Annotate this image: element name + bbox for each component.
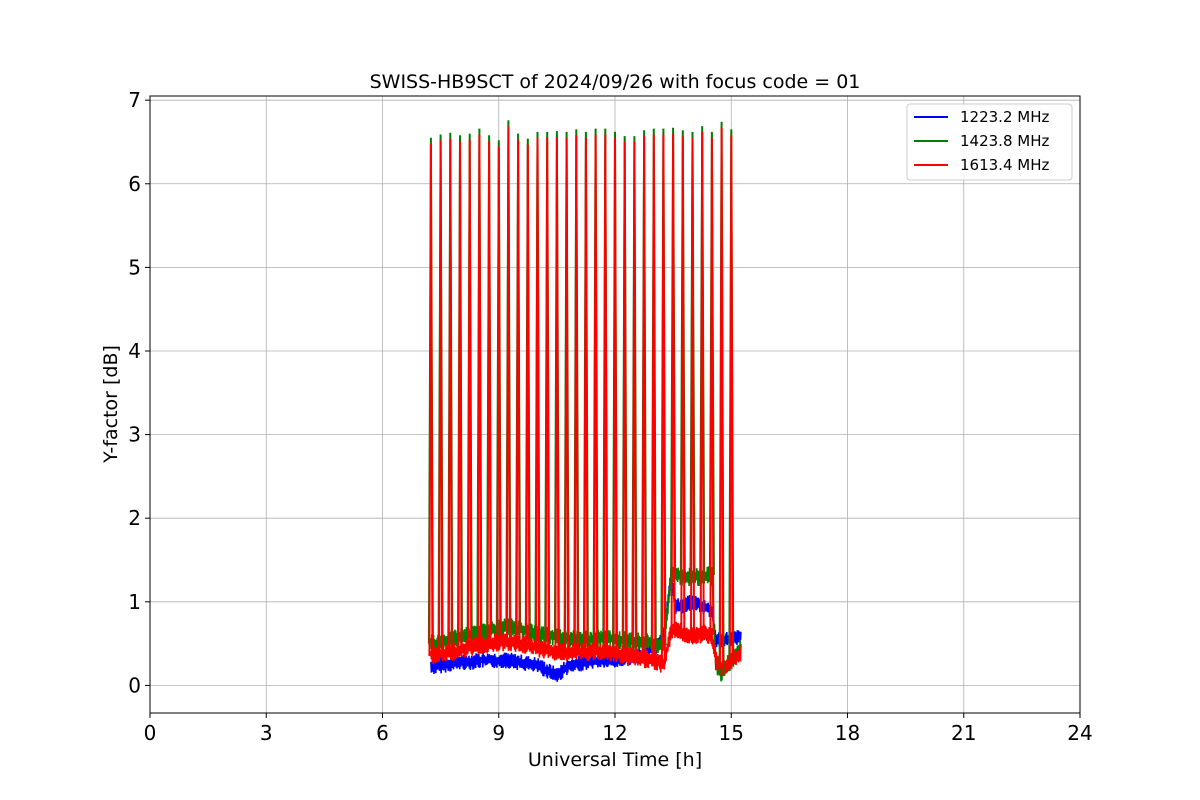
x-tick-label: 0 xyxy=(144,721,157,745)
legend-label: 1423.8 MHz xyxy=(960,132,1049,150)
y-tick-label: 2 xyxy=(128,506,141,530)
spike-red xyxy=(525,144,531,646)
spike-red xyxy=(535,137,540,648)
y-axis-label: Y-factor [dB] xyxy=(100,345,122,464)
x-tick-label: 18 xyxy=(835,721,860,745)
series-layer xyxy=(430,566,742,682)
legend-label: 1613.4 MHz xyxy=(960,156,1049,174)
spike-red xyxy=(602,134,608,653)
x-tick-label: 24 xyxy=(1067,721,1092,745)
spike-red xyxy=(496,146,502,642)
spike-red xyxy=(428,143,434,657)
spike-red xyxy=(709,137,715,636)
spike-red xyxy=(651,134,657,661)
y-tick-label: 1 xyxy=(128,590,141,614)
spike-red xyxy=(476,134,482,646)
x-tick-label: 9 xyxy=(492,721,505,745)
legend: 1223.2 MHz 1423.8 MHz 1613.4 MHz xyxy=(906,103,1073,181)
spike-red xyxy=(583,137,589,653)
y-tick-label: 5 xyxy=(128,255,141,279)
x-axis: 0 3 6 9 12 15 18 21 24 xyxy=(144,713,1093,745)
spike-red xyxy=(728,135,734,661)
x-axis-label: Universal Time [h] xyxy=(528,749,702,771)
spike-red xyxy=(573,135,579,653)
y-tick-label: 7 xyxy=(128,88,141,112)
series-line xyxy=(430,621,742,676)
spike-red xyxy=(622,141,628,656)
y-tick-label: 3 xyxy=(128,423,141,447)
legend-label: 1223.2 MHz xyxy=(960,108,1049,126)
spike-red xyxy=(486,141,492,644)
legend-box xyxy=(906,103,1073,181)
y-tick-label: 6 xyxy=(128,172,141,196)
spike-layer xyxy=(427,120,735,673)
spike-red xyxy=(612,137,618,654)
spike-red xyxy=(680,136,686,634)
spike-red xyxy=(690,137,695,636)
spike-red xyxy=(631,141,637,658)
spike-red xyxy=(719,127,725,669)
spike-red xyxy=(641,136,647,659)
spike-red xyxy=(699,131,705,634)
spike-red xyxy=(467,139,473,648)
spike-red xyxy=(515,139,521,644)
y-tick-label: 4 xyxy=(128,339,141,363)
chart-title: SWISS-HB9SCT of 2024/09/26 with focus co… xyxy=(370,71,861,93)
spike-red xyxy=(438,140,444,654)
spike-red xyxy=(447,138,453,653)
spike-red xyxy=(554,136,560,653)
y-axis: 0 1 2 3 4 5 6 7 xyxy=(128,88,150,697)
series-line xyxy=(430,566,742,682)
spike-red xyxy=(544,137,550,651)
spike-red xyxy=(505,126,511,642)
x-tick-label: 15 xyxy=(719,721,744,745)
x-tick-label: 12 xyxy=(602,721,627,745)
spike-red xyxy=(457,141,463,651)
x-tick-label: 21 xyxy=(951,721,976,745)
spike-red xyxy=(660,134,666,665)
spike-red xyxy=(564,137,570,653)
y-tick-label: 0 xyxy=(128,673,141,697)
x-tick-label: 3 xyxy=(260,721,273,745)
spike-red xyxy=(670,133,676,630)
spike-red xyxy=(593,134,599,653)
x-tick-label: 6 xyxy=(376,721,389,745)
